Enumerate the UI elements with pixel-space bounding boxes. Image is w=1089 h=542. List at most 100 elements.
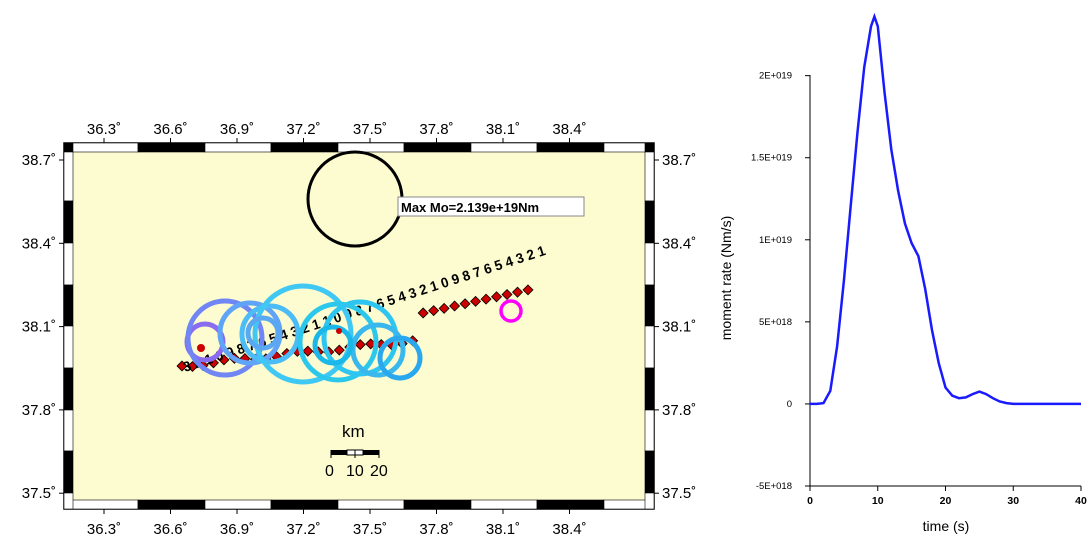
frame-segment-bottom (204, 499, 272, 510)
lon-tick-label-bottom: 36.3˚ (87, 521, 121, 538)
frame-segment-bottom (403, 499, 472, 510)
slip-map: 36.3˚ 36.6˚ 36.9˚ 37.2˚ 37.5˚ 37.8˚ 38.1˚ 38.4˚… (22, 121, 696, 538)
lon-tick-label-bottom: 36.9˚ (220, 521, 254, 538)
fault-node-marker (176, 360, 188, 372)
map-frame (63, 142, 655, 510)
scale-tick-20: 20 (370, 463, 388, 480)
lat-tick-label-left: 38.1˚ (22, 319, 56, 336)
lon-tick-label-top: 37.5˚ (353, 121, 387, 138)
fault-node-marker (449, 300, 461, 312)
slip-circles (184, 283, 423, 385)
scale-bar (330, 449, 380, 458)
x-tick-label: 40 (1075, 495, 1087, 507)
lat-tick-label-right: 38.7˚ (662, 152, 696, 169)
slip-circle (239, 303, 301, 365)
lat-tick-label-left: 37.8˚ (22, 402, 56, 419)
frame-segment-top (403, 142, 472, 153)
frame-segment-top (137, 142, 206, 153)
frame-segment-left (63, 284, 74, 327)
frame-segment-bottom (137, 499, 206, 510)
fault-node-marker (186, 361, 199, 373)
scale-tick-0: 0 (325, 463, 334, 480)
frame-segment-right (644, 200, 655, 244)
frame-segment-top (204, 142, 272, 153)
fault-node-marker (480, 293, 492, 305)
frame-segment-left (63, 367, 74, 411)
lat-tick-label-right: 37.5˚ (662, 485, 696, 502)
frame-segment-left (63, 450, 74, 494)
slip-circle-center (197, 344, 205, 352)
frame-segment-right (644, 409, 655, 452)
y-tick-label: 5E+018 (759, 317, 792, 328)
lon-tick-label-bottom: 37.2˚ (286, 521, 320, 538)
lon-tick-label-bottom: 37.8˚ (419, 521, 453, 538)
lat-ticks-right: 38.7˚ 38.4˚ 38.1˚ 37.8˚ 37.5˚ (654, 152, 696, 502)
frame-segment-left (63, 409, 74, 452)
frame-segment-top (536, 142, 605, 153)
lon-tick-label-top: 36.9˚ (220, 121, 254, 138)
x-tick-label: 20 (940, 495, 952, 507)
lon-tick-label-bottom: 38.4˚ (552, 521, 586, 538)
frame-segment-left (63, 492, 74, 510)
lat-tick-label-left: 38.7˚ (22, 152, 56, 169)
slip-circle (350, 322, 406, 378)
frame-segment-bottom (470, 499, 538, 510)
y-tick-label: 1E+019 (759, 235, 792, 246)
lat-tick-label-right: 37.8˚ (662, 402, 696, 419)
fault-node-marker (365, 338, 377, 350)
y-tick-label: 2E+019 (759, 71, 792, 82)
lat-tick-label-right: 38.1˚ (662, 319, 696, 336)
moment-rate-chart: 2E+019 1.5E+019 1E+019 5E+018 0 -5E+018 0 10 20… (718, 12, 1087, 534)
frame-segment-right (644, 242, 655, 286)
x-tick-label: 0 (807, 495, 813, 507)
lon-tick-label-bottom: 36.6˚ (153, 521, 187, 538)
fault-node-marker (333, 344, 345, 356)
x-tick-label: 30 (1007, 495, 1019, 507)
slip-circle-center (336, 328, 342, 334)
slip-circle (312, 324, 354, 366)
lon-tick-label-top: 37.8˚ (419, 121, 453, 138)
lon-tick-label-top: 36.3˚ (87, 121, 121, 138)
frame-segment-bottom (337, 499, 405, 510)
lat-tick-label-left: 38.4˚ (22, 235, 56, 252)
lon-tick-label-bottom: 38.1˚ (486, 521, 520, 538)
frame-segment-bottom (270, 499, 339, 510)
frame-segment-right (644, 492, 655, 510)
scale-bar-title: km (342, 422, 365, 441)
frame-segment-bottom (603, 499, 647, 510)
x-axis-label: time (s) (923, 518, 970, 534)
chart-axes (809, 75, 1081, 487)
frame-segment-left (63, 200, 74, 244)
frame-segment-right (644, 151, 655, 202)
x-axis-ticks: 0 10 20 30 40 (807, 486, 1087, 507)
y-axis-ticks: 2E+019 1.5E+019 1E+019 5E+018 0 -5E+018 (751, 71, 810, 492)
fault-node-marker (501, 288, 513, 301)
hypocenter-marker (499, 299, 523, 323)
scale-tick-10: 10 (346, 463, 364, 480)
frame-segment-left (63, 142, 74, 153)
y-axis-label: moment rate (Nm/s) (718, 216, 734, 340)
fault-node-marker (522, 284, 534, 296)
frame-segment-right (644, 325, 655, 369)
lon-tick-label-top: 38.1˚ (486, 121, 520, 138)
frame-segment-bottom (71, 499, 139, 510)
lat-tick-label-left: 37.5˚ (22, 485, 56, 502)
frame-segment-left (63, 242, 74, 286)
lon-ticks-top: 36.3˚ 36.6˚ 36.9˚ 37.2˚ 37.5˚ 37.8˚ 38.1˚ 38.4˚ (87, 121, 587, 143)
frame-segment-top (71, 142, 139, 153)
y-tick-label: 1.5E+019 (751, 153, 792, 164)
frame-segment-bottom (536, 499, 605, 510)
lat-ticks-left: 38.7˚ 38.4˚ 38.1˚ 37.8˚ 37.5˚ (22, 152, 64, 502)
fault-node-marker (511, 286, 524, 298)
fault-node-marker (218, 354, 230, 366)
fault-node-marker (428, 305, 440, 317)
lon-tick-label-top: 38.4˚ (552, 121, 586, 138)
fault-node-marker (302, 345, 314, 357)
lon-ticks-bottom: 36.3˚ 36.6˚ 36.9˚ 37.2˚ 37.5˚ 37.8˚ 38.1˚ 38.4˚ (87, 509, 587, 538)
lon-tick-label-top: 37.2˚ (286, 121, 320, 138)
moment-rate-series-line (810, 12, 1081, 406)
frame-segment-left (63, 151, 74, 202)
slip-circle (297, 301, 379, 383)
frame-segment-right (644, 142, 655, 153)
